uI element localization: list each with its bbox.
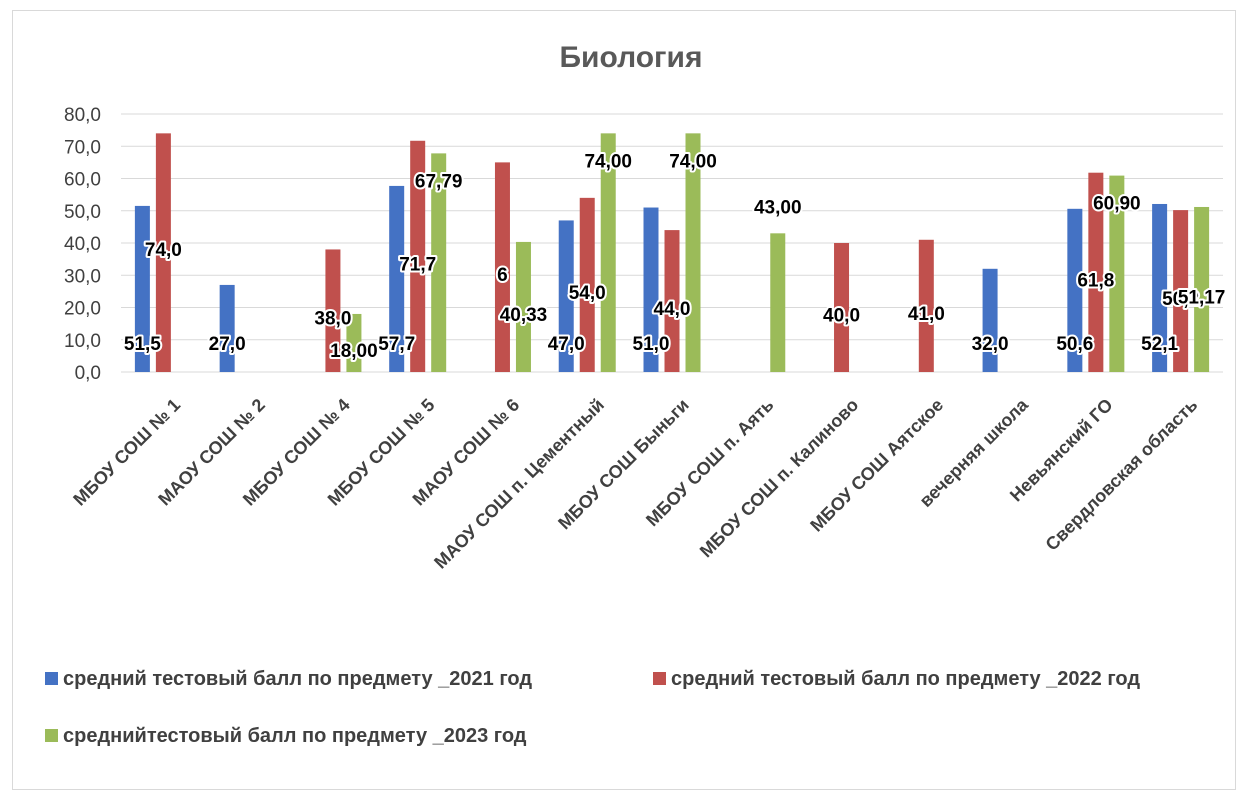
bar [515,241,531,372]
bar [558,220,574,372]
data-label: 74,0 [145,240,182,261]
data-label: 67,79 [415,171,463,192]
bars [134,133,1210,372]
bar [389,185,405,372]
bar [494,162,510,372]
legend-label: средний тестовый балл по предмету _2021 … [63,668,532,690]
bar [834,243,850,372]
data-label: 47,0 [548,334,585,355]
legend-swatch [653,672,666,685]
y-tick-label: 20,0 [64,299,101,320]
bar [643,207,659,372]
legend-swatch [45,672,58,685]
y-axis-ticks: 0,0 10,0 20,0 30,0 40,0 50,0 60,0 70,0 80,0 [64,105,101,384]
data-label: 57,7 [378,334,415,355]
data-label: 32,0 [972,334,1009,355]
bar [1067,208,1083,372]
legend-label: средний тестовый балл по предмету _2022 … [671,668,1140,690]
data-label: 40,33 [500,305,548,326]
data-label: 6 [497,265,508,286]
bar [918,239,934,372]
bar [134,205,150,372]
data-label: 43,00 [754,197,802,218]
data-label: 38,0 [314,309,351,330]
chart-title: Биология [559,41,702,74]
y-tick-label: 0,0 [75,363,101,384]
x-tick-label: МБОУ СОШ п. Калиново [696,395,863,562]
bar [325,249,341,372]
data-label: 44,0 [654,299,691,320]
data-label: 54,0 [569,283,606,304]
bar [1173,210,1189,372]
bar [431,153,447,372]
x-tick-label: Свердловская область [1042,395,1202,555]
data-label: 60,90 [1093,194,1141,215]
y-tick-label: 30,0 [64,266,101,287]
bar [770,233,786,372]
data-label: 61,8 [1077,270,1114,291]
legend-label: среднийтестовый балл по предмету _2023 г… [63,725,527,747]
bar [685,133,701,372]
y-tick-label: 70,0 [64,137,101,158]
data-label: 74,00 [584,151,632,172]
y-tick-label: 80,0 [64,105,101,126]
bar [410,140,426,372]
data-label: 51,0 [633,334,670,355]
bar [1194,206,1210,372]
data-label: 18,00 [330,341,378,362]
y-tick-label: 60,0 [64,170,101,191]
data-label: 74,00 [669,151,717,172]
data-label: 40,0 [823,306,860,327]
bar [1152,203,1168,372]
data-label: 51,5 [124,334,161,355]
bar [1109,175,1125,372]
bar [982,268,998,372]
bar-chart: Биология 0,0 10,0 20,0 30,0 40,0 50,0 60,0 70,0… [45,41,1227,747]
data-label: 27,0 [209,334,246,355]
bar [664,230,680,372]
y-tick-label: 40,0 [64,234,101,255]
legend-swatch [45,729,58,742]
data-label: 71,7 [399,254,436,275]
chart-frame: Биология 0,0 10,0 20,0 30,0 40,0 50,0 60,0 70,0… [12,10,1236,790]
legend: средний тестовый балл по предмету _2021 … [45,668,1140,747]
data-labels: 51,5 74,0 27,0 38,0 18,00 57,7 71,7 67,79 6 40,33… [122,149,1227,364]
bar [219,284,235,372]
x-tick-label: МАОУ СОШ п. Цементный [430,395,608,573]
y-tick-label: 10,0 [64,331,101,352]
data-label: 51,17 [1178,287,1226,308]
bar [579,197,595,372]
bar [1088,172,1104,372]
y-tick-label: 50,0 [64,202,101,223]
bar [600,133,616,372]
data-label: 50,6 [1056,334,1093,355]
data-label: 50,2 [1162,289,1199,310]
data-label: 52,1 [1141,334,1178,355]
bar [155,133,171,372]
data-label: 41,0 [908,304,945,325]
bar [346,313,362,372]
